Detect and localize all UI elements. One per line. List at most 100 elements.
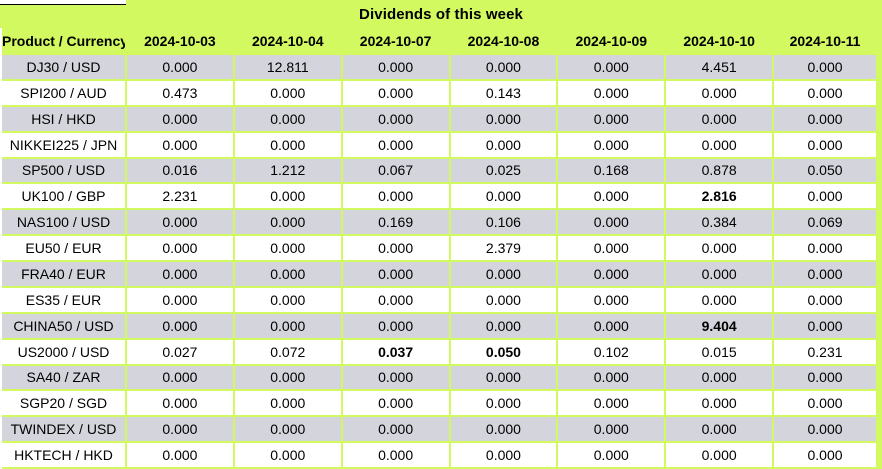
value-cell: 0.000 — [774, 443, 882, 469]
table-row: NIKKEI225 / JPN 0.000 0.000 0.000 0.000 0.000… — [2, 132, 882, 159]
value-cell: 0.000 — [558, 391, 667, 418]
value-cell: 0.000 — [558, 80, 667, 107]
value-cell: 0.000 — [558, 443, 667, 469]
product-cell: HKTECH / HKD — [2, 443, 127, 469]
value-cell: 0.000 — [234, 236, 343, 262]
column-header-date: 2024-10-03 — [127, 28, 235, 55]
corner-strip — [0, 0, 126, 5]
value-cell: 0.000 — [558, 262, 667, 288]
value-cell: 0.000 — [342, 313, 451, 340]
value-cell: 0.384 — [666, 210, 775, 237]
value-cell: 0.000 — [666, 132, 775, 159]
value-cell: 0.000 — [450, 55, 559, 81]
value-cell: 0.050 — [450, 339, 559, 366]
value-cell: 0.000 — [234, 287, 343, 314]
value-cell: 0.000 — [558, 210, 667, 237]
value-cell: 0.000 — [342, 55, 451, 81]
value-cell: 0.000 — [774, 132, 882, 159]
table-row: FRA40 / EUR 0.000 0.000 0.000 0.000 0.000 0.00… — [2, 262, 882, 288]
value-cell: 0.000 — [450, 443, 559, 469]
value-cell: 0.000 — [127, 391, 235, 418]
product-cell: CHINA50 / USD — [2, 313, 127, 340]
value-cell: 0.000 — [774, 262, 882, 288]
product-cell: ES35 / EUR — [2, 287, 127, 314]
table-row: HKTECH / HKD 0.000 0.000 0.000 0.000 0.000 0.0… — [2, 443, 882, 469]
value-cell: 0.000 — [234, 443, 343, 469]
value-cell: 4.451 — [666, 55, 775, 81]
value-cell: 0.000 — [342, 443, 451, 469]
value-cell: 0.000 — [342, 391, 451, 418]
header-row: Product / Currency 2024-10-03 2024-10-04 20… — [2, 28, 882, 55]
value-cell: 0.000 — [234, 80, 343, 107]
value-cell: 0.106 — [450, 210, 559, 237]
value-cell: 0.000 — [774, 55, 882, 81]
value-cell: 0.000 — [450, 106, 559, 133]
value-cell: 0.000 — [558, 106, 667, 133]
value-cell: 0.000 — [342, 106, 451, 133]
value-cell: 0.169 — [342, 210, 451, 237]
value-cell: 0.072 — [234, 339, 343, 366]
value-cell: 0.015 — [666, 339, 775, 366]
value-cell: 12.811 — [234, 55, 343, 81]
table-title: Dividends of this week — [0, 0, 882, 28]
table-row: US2000 / USD 0.027 0.072 0.037 0.050 0.102 0.0… — [2, 339, 882, 366]
value-cell: 0.000 — [558, 417, 667, 444]
value-cell: 0.000 — [234, 184, 343, 211]
value-cell: 0.000 — [774, 313, 882, 340]
table-row: CHINA50 / USD 0.000 0.000 0.000 0.000 0.000 9.… — [2, 313, 882, 340]
value-cell: 0.000 — [342, 287, 451, 314]
value-cell: 0.000 — [127, 365, 235, 392]
value-cell: 0.000 — [234, 417, 343, 444]
value-cell: 0.000 — [342, 236, 451, 262]
value-cell: 0.000 — [342, 262, 451, 288]
value-cell: 0.000 — [234, 132, 343, 159]
value-cell: 1.212 — [234, 158, 343, 185]
value-cell: 0.000 — [774, 236, 882, 262]
value-cell: 0.143 — [450, 80, 559, 107]
value-cell: 0.000 — [234, 391, 343, 418]
product-cell: SPI200 / AUD — [2, 80, 127, 107]
product-cell: TWINDEX / USD — [2, 417, 127, 444]
value-cell: 0.000 — [342, 417, 451, 444]
value-cell: 0.000 — [342, 132, 451, 159]
column-header-date: 2024-10-04 — [234, 28, 343, 55]
value-cell: 0.000 — [666, 365, 775, 392]
value-cell: 0.000 — [450, 417, 559, 444]
value-cell: 0.000 — [127, 106, 235, 133]
value-cell: 0.016 — [127, 158, 235, 185]
value-cell: 0.168 — [558, 158, 667, 185]
value-cell: 0.000 — [666, 391, 775, 418]
product-cell: SGP20 / SGD — [2, 391, 127, 418]
table-row: SP500 / USD 0.016 1.212 0.067 0.025 0.168 0.87… — [2, 158, 882, 185]
value-cell: 0.000 — [234, 262, 343, 288]
value-cell: 0.000 — [127, 236, 235, 262]
product-cell: UK100 / GBP — [2, 184, 127, 211]
value-cell: 0.000 — [127, 417, 235, 444]
value-cell: 0.000 — [234, 313, 343, 340]
value-cell: 0.000 — [558, 184, 667, 211]
value-cell: 0.000 — [666, 417, 775, 444]
table-row: UK100 / GBP 2.231 0.000 0.000 0.000 0.000 2.81… — [2, 184, 882, 211]
value-cell: 0.102 — [558, 339, 667, 366]
value-cell: 0.878 — [666, 158, 775, 185]
value-cell: 0.000 — [127, 132, 235, 159]
value-cell: 2.816 — [666, 184, 775, 211]
value-cell: 0.025 — [450, 158, 559, 185]
value-cell: 0.000 — [127, 55, 235, 81]
value-cell: 0.000 — [774, 184, 882, 211]
value-cell: 0.050 — [774, 158, 882, 185]
value-cell: 0.473 — [127, 80, 235, 107]
value-cell: 0.000 — [558, 55, 667, 81]
value-cell: 0.000 — [342, 365, 451, 392]
value-cell: 0.027 — [127, 339, 235, 366]
value-cell: 0.000 — [450, 184, 559, 211]
table-row: NAS100 / USD 0.000 0.000 0.169 0.106 0.000 0.3… — [2, 210, 882, 237]
value-cell: 0.000 — [774, 106, 882, 133]
value-cell: 0.231 — [774, 339, 882, 366]
table-row: DJ30 / USD 0.000 12.811 0.000 0.000 0.000 4.45… — [2, 55, 882, 81]
column-header-date: 2024-10-09 — [558, 28, 667, 55]
value-cell: 0.000 — [774, 365, 882, 392]
value-cell: 0.000 — [666, 236, 775, 262]
value-cell: 0.000 — [774, 287, 882, 314]
